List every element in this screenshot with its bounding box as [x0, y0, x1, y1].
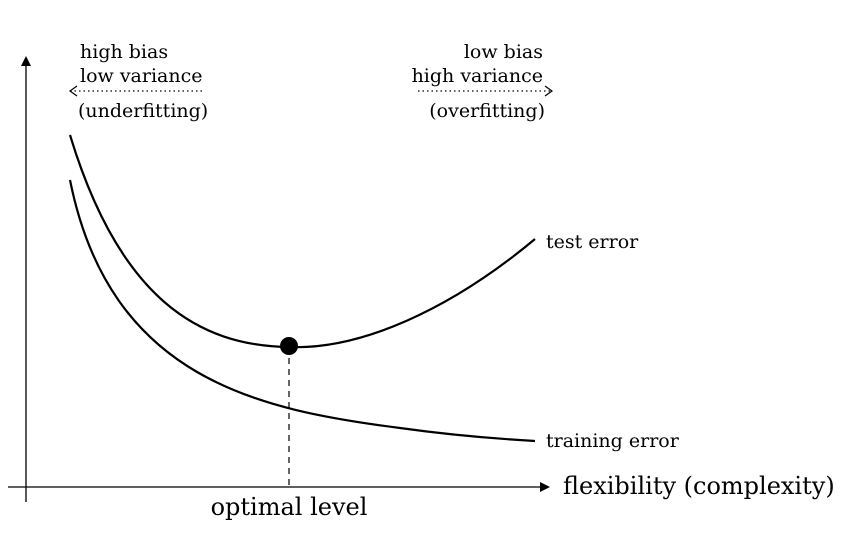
right-annotation-line3: (overfitting) — [429, 100, 545, 122]
optimal-level-label: optimal level — [211, 493, 368, 521]
x-axis-label: flexibility (complexity) — [563, 472, 835, 500]
test-error-curve — [68, 134, 536, 349]
right-annotation-line2: high variance — [412, 65, 543, 87]
test-error-label: test error — [546, 231, 639, 253]
right-annotation-line1: low bias — [464, 41, 543, 63]
left-annotation-line1: high bias — [80, 41, 168, 63]
training-error-label: training error — [546, 430, 680, 452]
left-annotation-line3: (underfitting) — [78, 100, 208, 122]
left-annotation-line2: low variance — [80, 65, 203, 87]
training-error-curve — [68, 179, 536, 443]
optimal-point — [280, 337, 298, 355]
